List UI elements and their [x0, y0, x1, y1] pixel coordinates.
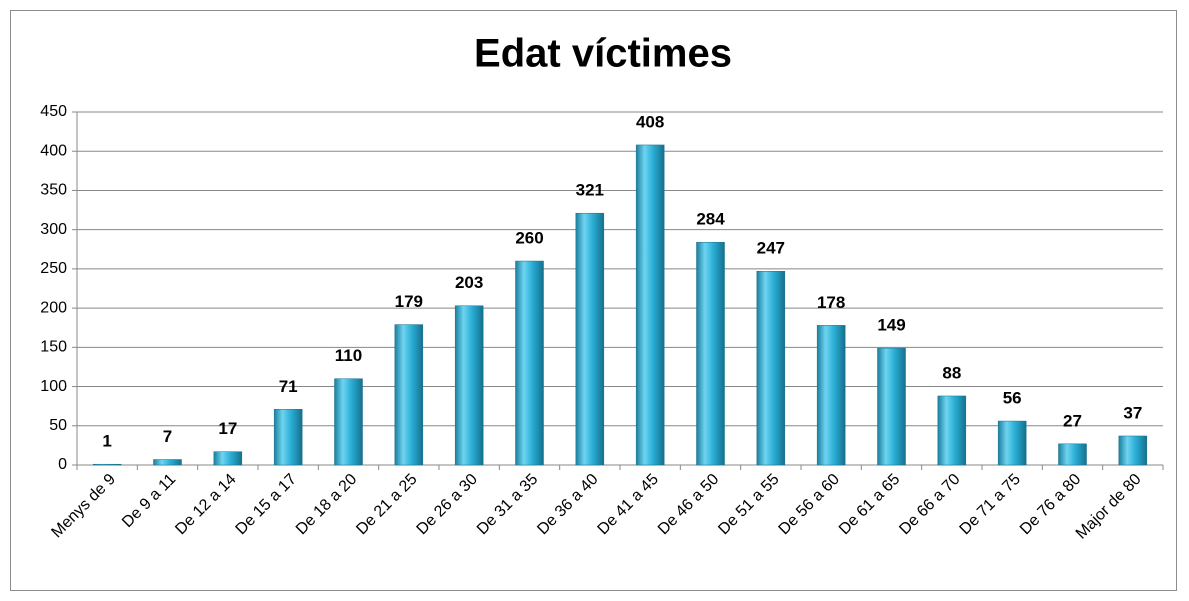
bar	[877, 347, 906, 466]
bar	[816, 325, 846, 466]
bar	[153, 459, 182, 466]
y-tick-label: 0	[58, 456, 67, 473]
data-label: 88	[942, 363, 961, 382]
bar	[273, 409, 303, 466]
y-tick-label: 250	[40, 260, 67, 277]
bar	[1058, 443, 1087, 466]
data-label: 1	[102, 432, 111, 451]
bar	[937, 395, 967, 466]
data-label: 203	[455, 273, 483, 292]
data-label: 149	[877, 316, 905, 335]
y-tick-label: 450	[40, 103, 67, 120]
bar	[575, 212, 605, 466]
bar	[515, 260, 544, 466]
data-label: 179	[395, 292, 423, 311]
data-label: 71	[279, 377, 298, 396]
data-label: 260	[515, 229, 543, 248]
y-tick-label: 100	[40, 378, 67, 395]
chart-title: Edat víctimes	[474, 32, 732, 76]
data-label: 56	[1003, 389, 1022, 408]
y-tick-label: 200	[40, 299, 67, 316]
data-label: 321	[576, 181, 604, 200]
bar	[756, 270, 786, 466]
bar	[92, 463, 122, 466]
data-label: 37	[1123, 403, 1142, 422]
y-tick-label: 150	[40, 339, 67, 356]
data-label: 27	[1063, 411, 1082, 430]
y-tick-label: 300	[40, 221, 67, 238]
bar	[454, 305, 484, 466]
y-tick-label: 400	[40, 142, 67, 159]
bar	[635, 144, 665, 466]
bar	[334, 378, 363, 466]
y-tick-label: 350	[40, 182, 67, 199]
data-label: 7	[163, 427, 172, 446]
bar	[394, 324, 424, 466]
bar	[213, 451, 243, 466]
data-label: 408	[636, 112, 664, 131]
data-label: 284	[696, 210, 725, 229]
data-label: 178	[817, 293, 845, 312]
data-label: 110	[335, 346, 362, 365]
y-tick-label: 50	[49, 417, 67, 434]
data-label: 247	[757, 239, 785, 258]
bar	[997, 420, 1027, 466]
bar	[1118, 435, 1148, 466]
data-label: 17	[218, 419, 237, 438]
bar	[696, 241, 725, 466]
